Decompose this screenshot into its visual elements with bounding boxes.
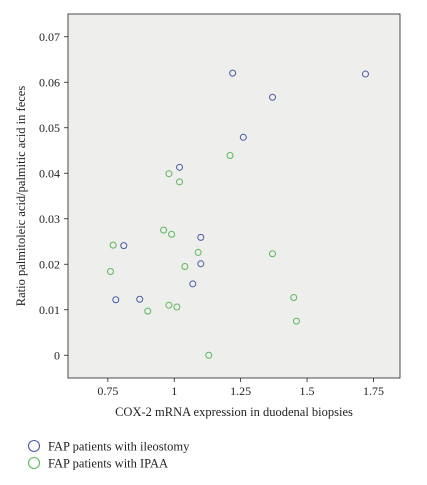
data-point-ipaa (290, 293, 298, 301)
x-tick-label: 1.25 (230, 384, 251, 398)
data-point-ileostomy (136, 295, 144, 303)
y-tick-label: 0.04 (39, 166, 60, 180)
data-point-ipaa (109, 241, 117, 249)
data-point-ipaa (194, 248, 202, 256)
data-point-ipaa (173, 303, 181, 311)
y-tick-label: 0.03 (39, 212, 60, 226)
data-point-ileostomy (189, 280, 197, 288)
legend-label: FAP patients with IPAA (48, 457, 168, 471)
data-point-ipaa (165, 301, 173, 309)
data-point-ipaa (168, 230, 176, 238)
y-axis-title: Ratio palmitoleic acid/palmitic acid in … (14, 86, 28, 307)
legend-marker-icon (27, 456, 41, 470)
y-tick-label: 0 (54, 348, 60, 362)
plot-area (67, 13, 401, 379)
x-axis: 0.75 1 1.25 1.5 1.75 (97, 378, 384, 398)
data-points (106, 69, 369, 359)
y-tick-label: 0.06 (39, 75, 60, 89)
y-tick-label: 0.01 (39, 303, 60, 317)
data-point-ipaa (106, 268, 114, 276)
x-tick-label: 1.5 (300, 384, 315, 398)
data-point-ileostomy (269, 93, 277, 101)
data-point-ipaa (292, 317, 300, 325)
data-point-ipaa (160, 226, 168, 234)
data-point-ipaa (165, 170, 173, 178)
data-point-ileostomy (112, 296, 120, 304)
data-point-ileostomy (239, 133, 247, 141)
legend-label: FAP patients with ileostomy (48, 440, 190, 454)
data-point-ileostomy (197, 233, 205, 241)
data-point-ileostomy (197, 260, 205, 268)
data-point-ileostomy (120, 242, 128, 250)
legend-marker-icon (27, 439, 41, 453)
y-tick-label: 0.02 (39, 257, 60, 271)
y-axis: 0 0.01 0.02 0.03 0.04 0.05 0.06 0.07 (39, 30, 68, 362)
data-point-ipaa (226, 152, 234, 160)
data-point-ipaa (144, 307, 152, 315)
data-point-ipaa (176, 178, 184, 186)
data-point-ipaa (181, 263, 189, 271)
legend: FAP patients with ileostomy FAP patients … (27, 439, 190, 471)
x-tick-label: 1 (171, 384, 177, 398)
data-point-ileostomy (229, 69, 237, 77)
x-tick-label: 0.75 (97, 384, 118, 398)
y-tick-label: 0.05 (39, 121, 60, 135)
data-point-ipaa (205, 351, 213, 359)
data-point-ipaa (269, 250, 277, 258)
data-point-ileostomy (361, 70, 369, 78)
x-axis-title: COX-2 mRNA expression in duodenal biopsi… (115, 405, 353, 419)
y-tick-label: 0.07 (39, 30, 60, 44)
data-point-ileostomy (176, 163, 184, 171)
x-tick-label: 1.75 (363, 384, 384, 398)
